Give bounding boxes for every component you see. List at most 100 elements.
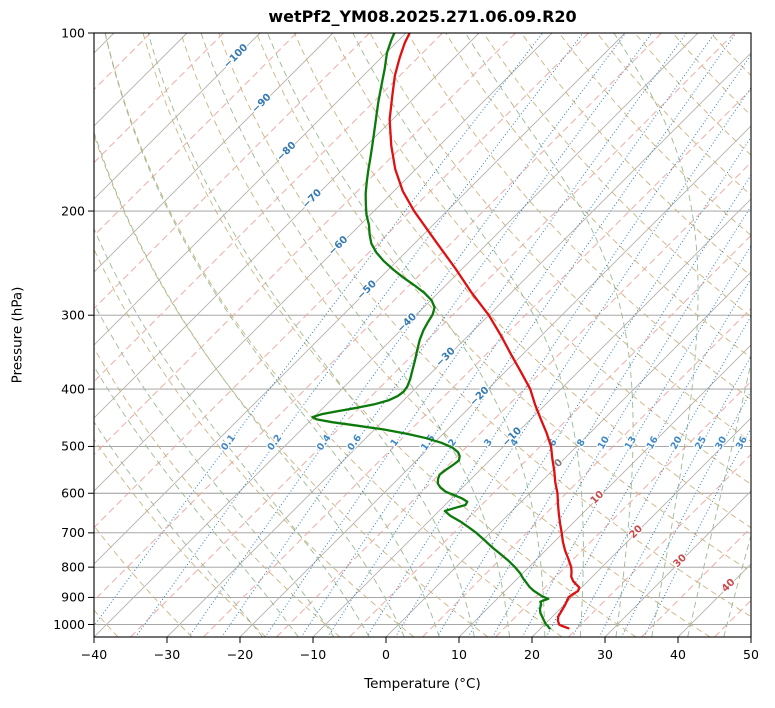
y-axis-title: Pressure (hPa) [9, 286, 25, 384]
dry-adiabat-line [407, 33, 751, 401]
x-tick-label: −30 [154, 647, 180, 662]
y-tick-label: 700 [61, 525, 85, 540]
isotherm-dashed-line [495, 380, 751, 637]
mixing-ratio-line [571, 315, 751, 637]
dry-adiabat-line [94, 347, 341, 637]
mixing-ratio-line [643, 427, 751, 637]
isotherm-dashed-line [94, 33, 297, 237]
isotherm-line [458, 344, 751, 637]
isotherm-line [385, 271, 751, 637]
mixing-ratio-line [188, 33, 627, 637]
mixing-ratio-label: 30 [713, 434, 729, 451]
mixing-ratio-line [366, 53, 751, 637]
dry-adiabat-line [94, 525, 193, 637]
moist-adiabat-line [465, 33, 634, 637]
mixing-ratio-label: 0.6 [345, 432, 364, 452]
dry-adiabat-line [483, 33, 751, 318]
isotherm-dashed-line [349, 234, 751, 637]
x-tick-label: 10 [451, 647, 467, 662]
dry-adiabat-line [94, 248, 415, 637]
x-tick-label: −40 [81, 647, 107, 662]
dry-adiabat-line [142, 33, 637, 637]
moist-adiabat-line [94, 130, 405, 637]
dry-adiabat-line [256, 33, 751, 573]
isotherm-dashed-line [203, 88, 751, 637]
isotherm-line [604, 490, 751, 637]
mixing-ratio-label: 25 [693, 435, 709, 452]
x-tick-label: 30 [597, 647, 613, 662]
x-tick-label: 0 [382, 647, 390, 662]
moist-adiabat-line [267, 33, 546, 637]
mixing-ratio-line [620, 390, 751, 637]
dry-adiabat-line [710, 33, 751, 77]
dry-adiabat-line [634, 33, 751, 156]
dry-adiabat-line [180, 33, 711, 637]
dry-adiabat-line [369, 33, 751, 443]
y-tick-label: 800 [61, 559, 85, 574]
chart-title: wetPf2_YM08.2025.271.06.09.R20 [268, 7, 577, 26]
dry-adiabat-line [445, 33, 751, 359]
mixing-ratio-line [221, 33, 653, 637]
moist-adiabat-line [104, 33, 440, 637]
mixing-ratio-label: 1.5 [419, 433, 438, 453]
moist-adiabat-line [94, 302, 335, 637]
moist-adiabat-line [94, 227, 370, 637]
background-lines [94, 33, 751, 637]
isotherm-line [94, 33, 334, 273]
isotherm-line [239, 125, 751, 637]
mixing-ratio-line [394, 86, 751, 637]
temperature-profile [388, 33, 581, 630]
isotherm-line [94, 33, 626, 565]
mixing-ratio-line [467, 174, 751, 637]
isotherm-line [312, 198, 751, 637]
mixing-ratio-line [436, 136, 751, 637]
isotherm-line [750, 636, 751, 637]
mixing-ratio-label: 8 [575, 437, 588, 449]
isotherm-label: −100 [222, 42, 250, 70]
isotherm-line [94, 33, 261, 200]
moist-adiabat-line [94, 421, 263, 637]
dry-adiabat-line [558, 33, 751, 236]
plot-frame [93, 32, 752, 638]
y-tick-label: 1000 [53, 617, 85, 632]
isotherm-line [94, 33, 553, 492]
profiles [311, 33, 581, 630]
dry-adiabat-line [521, 33, 751, 277]
dewpoint-profile [311, 33, 551, 630]
y-tick-label: 300 [61, 308, 85, 323]
mixing-ratio-label: 3 [482, 437, 495, 449]
moist-adiabat-line [200, 33, 510, 637]
mixing-ratio-line [94, 33, 544, 627]
isotherm-line [94, 33, 699, 637]
moist-adiabat-line [723, 534, 751, 637]
isotherm-line [531, 417, 751, 637]
dry-adiabat-line [748, 33, 751, 37]
y-axis-title-box: Pressure (hPa) [0, 0, 34, 670]
dry-adiabat-line [293, 33, 751, 529]
mixing-ratio-line [135, 33, 584, 637]
mixing-ratio-label: 10 [596, 434, 612, 451]
moist-adiabat-line [687, 360, 751, 637]
mixing-ratio-line [300, 33, 716, 637]
mixing-ratio-line [492, 205, 751, 637]
isotherm-dashed-line [714, 599, 751, 637]
y-tick-label: 600 [61, 486, 85, 501]
mixing-ratio-label: 13 [623, 434, 639, 451]
mixing-ratio-line [521, 244, 751, 637]
isotherm-dashed-line [130, 33, 735, 637]
x-tick-label: 50 [743, 647, 759, 662]
mixing-ratio-label: 20 [669, 434, 685, 451]
dry-adiabat-line [104, 33, 563, 637]
moist-adiabat-line [94, 365, 299, 637]
x-axis-title: Temperature (°C) [364, 676, 481, 692]
moist-adiabat-line [147, 33, 475, 637]
isotherm-line [94, 33, 407, 346]
y-tick-label: 900 [61, 590, 85, 605]
moist-adiabat-line [352, 33, 584, 637]
y-tick-label: 400 [61, 381, 85, 396]
moist-adiabat-line [613, 33, 699, 637]
x-tick-label: −20 [227, 647, 253, 662]
dry-adiabat-line [218, 33, 751, 618]
